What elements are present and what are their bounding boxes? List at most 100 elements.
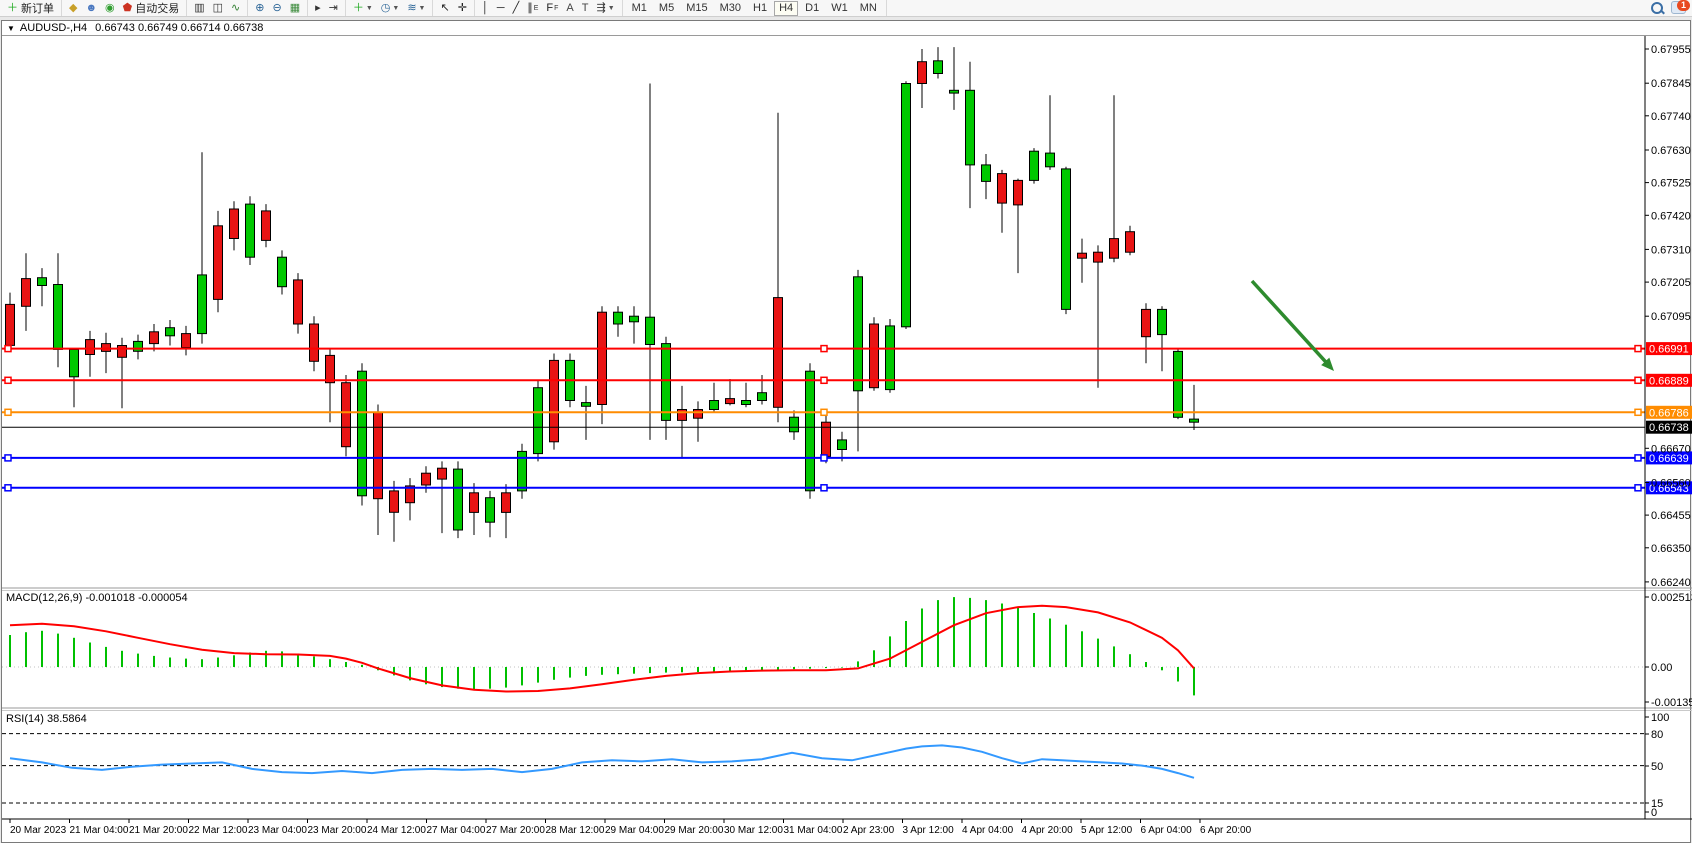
svg-text:0.67095: 0.67095: [1651, 311, 1691, 323]
add-indicator-button[interactable]: ＋ ▼: [350, 1, 376, 15]
svg-text:6 Apr 04:00: 6 Apr 04:00: [1141, 825, 1193, 836]
rsi-label: RSI(14) 38.5864: [6, 713, 87, 725]
signal-button[interactable]: ◉: [102, 1, 118, 15]
template-icon: ≋: [407, 2, 417, 14]
cursor-icon: ↖: [440, 2, 450, 14]
svg-text:3 Apr 12:00: 3 Apr 12:00: [903, 825, 955, 836]
hline-button[interactable]: ─: [494, 1, 508, 15]
profile-button[interactable]: ☻: [82, 1, 100, 15]
autotrading-button[interactable]: ⬟ 自动交易: [120, 1, 183, 15]
zoom-out-button[interactable]: ⊖: [269, 1, 284, 15]
timeframe-W1[interactable]: W1: [831, 1, 848, 14]
svg-text:23 Mar 20:00: 23 Mar 20:00: [308, 825, 367, 836]
zoom-out-icon: ⊖: [272, 2, 282, 14]
tile-windows-button[interactable]: ▦: [287, 1, 303, 15]
notification-badge: 1: [1677, 0, 1690, 11]
timeframe-M5[interactable]: M5: [658, 1, 675, 14]
cursor-button[interactable]: ↖: [437, 1, 452, 15]
trendline-button[interactable]: ╱: [510, 1, 523, 15]
price-line-0.66991[interactable]: 0.66991: [2, 342, 1692, 356]
zoom-in-button[interactable]: ⊕: [252, 1, 267, 15]
timeframe-D1[interactable]: D1: [805, 1, 820, 14]
chart-shift-icon: ⇥: [328, 2, 338, 14]
svg-text:0.66738: 0.66738: [1649, 422, 1689, 434]
profile-icon: ☻: [85, 2, 98, 14]
svg-text:5 Apr 12:00: 5 Apr 12:00: [1081, 825, 1133, 836]
price-line-0.66738[interactable]: 0.66738: [2, 420, 1692, 435]
svg-text:6 Apr 20:00: 6 Apr 20:00: [1200, 825, 1252, 836]
fibonacci-icon: F: [546, 2, 554, 14]
candlestick-button[interactable]: ◫: [210, 1, 226, 15]
svg-text:15: 15: [1651, 798, 1663, 810]
svg-text:0.67845: 0.67845: [1651, 78, 1691, 90]
svg-text:0.67955: 0.67955: [1651, 44, 1691, 56]
chart-shift-button[interactable]: ⇥: [326, 1, 341, 15]
auto-scroll-button[interactable]: ▸: [312, 1, 324, 15]
chevron-down-icon[interactable]: ▼: [365, 4, 373, 12]
autotrading-icon-label: 自动交易: [135, 3, 180, 15]
bar-chart-icon: ▥: [194, 2, 205, 14]
timeframe-H1[interactable]: H1: [753, 1, 768, 14]
channel-icon: ∥: [527, 2, 533, 14]
timeframe-M1[interactable]: M1: [631, 1, 647, 14]
notifications-icon[interactable]: 1: [1671, 0, 1690, 14]
timeframe-M30[interactable]: M30: [719, 1, 742, 14]
chart-canvas[interactable]: 0.66991 0.66889 0.66786 0.66738 0.66639 0.665…: [2, 36, 1692, 842]
channel-button[interactable]: ∥ E: [524, 1, 541, 15]
channel-icon-sub: E: [533, 4, 539, 12]
text-icon: A: [566, 2, 574, 14]
chart-window: ▼ AUDUSD-,H4 0.66743 0.66749 0.66714 0.6…: [1, 20, 1692, 843]
styles-button[interactable]: ◆: [66, 1, 80, 15]
chevron-down-icon[interactable]: ▼: [607, 4, 615, 12]
pane-separators[interactable]: [2, 587, 1692, 711]
shapes-icon: ⇶: [596, 2, 606, 14]
svg-text:0.67420: 0.67420: [1651, 210, 1691, 222]
timeframe-MN[interactable]: MN: [859, 1, 877, 14]
price-line-0.66639[interactable]: 0.66639: [2, 451, 1692, 465]
candlestick-icon: ◫: [212, 2, 224, 14]
template-button[interactable]: ≋ ▼: [404, 1, 428, 15]
price-line-0.66889[interactable]: 0.66889: [2, 373, 1692, 388]
timeframe-H4[interactable]: H4: [774, 0, 799, 16]
line-chart-button[interactable]: ∿: [228, 1, 243, 15]
timeframe-group: M1 M5 M15 M30 H1 H4 D1 W1 MN: [623, 0, 887, 16]
trend-arrow[interactable]: [1250, 279, 1334, 371]
trendline-icon: ╱: [512, 2, 520, 14]
collapse-triangle-icon[interactable]: ▼: [7, 23, 15, 33]
macd-label: MACD(12,26,9) -0.001018 -0.000054: [6, 592, 188, 604]
svg-text:-0.00135: -0.00135: [1651, 697, 1692, 709]
price-axis[interactable]: 0.67955 0.67845 0.67740 0.67630 0.67525 0.674…: [2, 36, 1692, 820]
svg-text:0.66991: 0.66991: [1649, 344, 1689, 356]
timeframe-M15[interactable]: M15: [686, 1, 708, 14]
macd-pane: MACD(12,26,9) -0.001018 -0.000054: [2, 592, 1645, 696]
new-order-icon: ＋: [7, 2, 18, 14]
label-button[interactable]: T: [579, 1, 592, 15]
time-axis[interactable]: 20 Mar 2023 21 Mar 04:00 21 Mar 20:00 22 Ma…: [9, 819, 1252, 836]
ohlc-values: 0.66743 0.66749 0.66714 0.66738: [95, 22, 264, 34]
search-icon[interactable]: [1651, 1, 1663, 14]
vline-button[interactable]: │: [479, 1, 492, 15]
new-order-button[interactable]: ＋新订单: [4, 1, 57, 15]
svg-text:0.66889: 0.66889: [1649, 375, 1689, 387]
auto-scroll-icon: ▸: [315, 2, 321, 14]
chart-title-bar: ▼ AUDUSD-,H4 0.66743 0.66749 0.66714 0.6…: [2, 21, 1690, 36]
svg-text:0.66786: 0.66786: [1649, 407, 1689, 419]
crosshair-button[interactable]: ✛: [455, 1, 470, 15]
tile-windows-icon: ▦: [289, 2, 301, 14]
price-line-0.66543[interactable]: 0.66543: [2, 481, 1692, 495]
chevron-down-icon[interactable]: ▼: [418, 4, 426, 12]
chevron-down-icon[interactable]: ▼: [392, 4, 400, 12]
period-clock-button[interactable]: ◷ ▼: [378, 1, 403, 15]
svg-text:0.67310: 0.67310: [1651, 244, 1691, 256]
svg-text:0.66670: 0.66670: [1651, 443, 1691, 455]
svg-text:20 Mar 2023: 20 Mar 2023: [10, 825, 67, 836]
svg-text:23 Mar 04:00: 23 Mar 04:00: [248, 825, 307, 836]
price-line-0.66786[interactable]: 0.66786: [2, 405, 1692, 420]
text-button[interactable]: A: [563, 1, 576, 15]
svg-text:28 Mar 12:00: 28 Mar 12:00: [546, 825, 605, 836]
shapes-button[interactable]: ⇶ ▼: [593, 1, 617, 15]
svg-text:0.66350: 0.66350: [1651, 543, 1691, 555]
bar-chart-button[interactable]: ▥: [191, 1, 207, 15]
hline-icon: ─: [496, 2, 505, 14]
